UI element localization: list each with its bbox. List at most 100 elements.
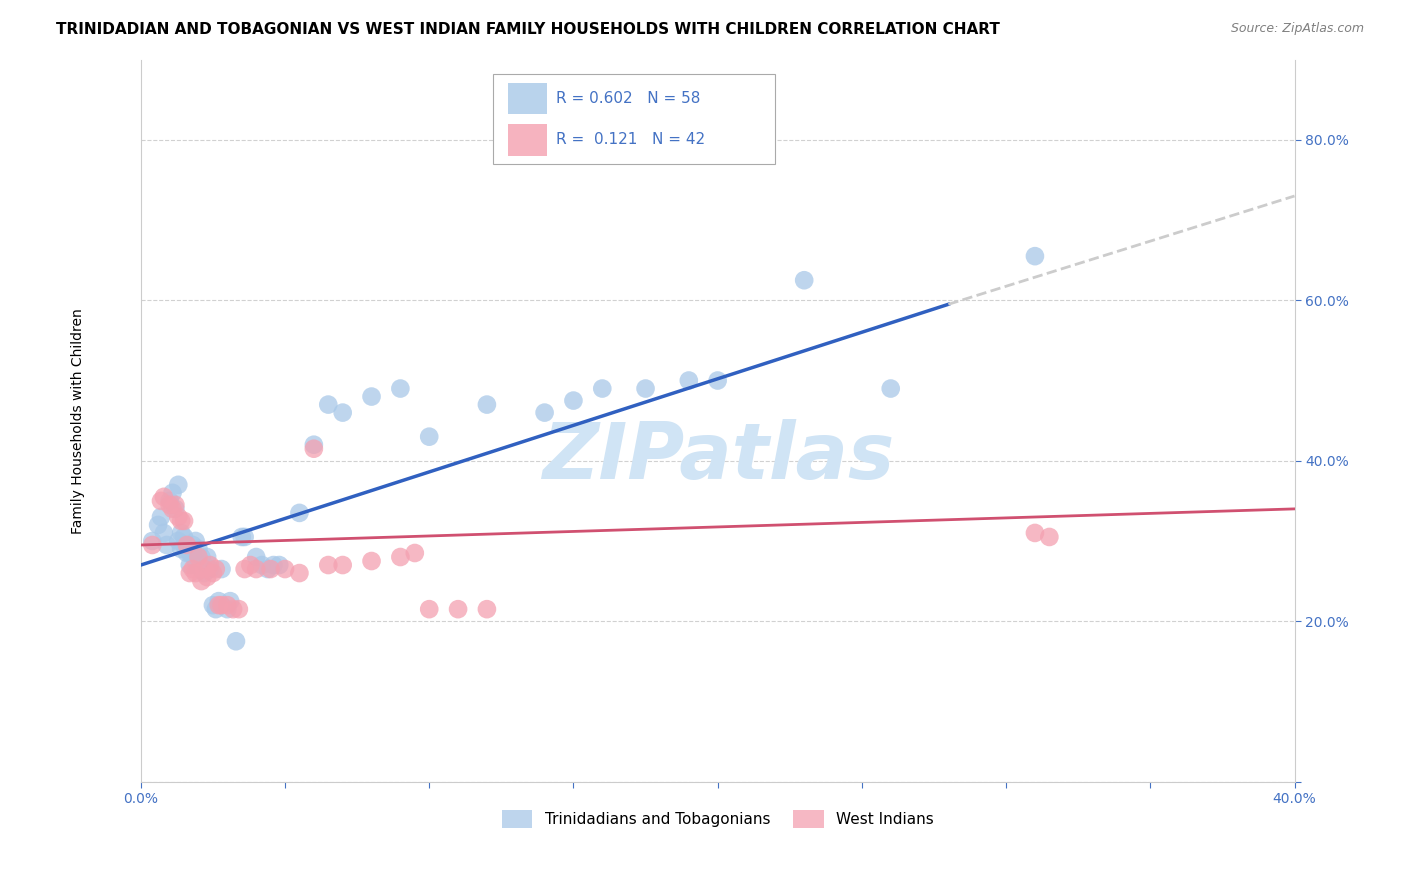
FancyBboxPatch shape	[508, 124, 547, 156]
Point	[389, 382, 412, 396]
Point	[332, 558, 354, 572]
Point	[239, 558, 262, 572]
Point	[269, 558, 291, 572]
Point	[156, 538, 179, 552]
Point	[211, 598, 233, 612]
Point	[793, 273, 815, 287]
Point	[245, 562, 267, 576]
Point	[204, 562, 226, 576]
Point	[591, 382, 613, 396]
Point	[179, 558, 201, 572]
Point	[562, 393, 585, 408]
Point	[302, 442, 325, 456]
Text: Source: ZipAtlas.com: Source: ZipAtlas.com	[1230, 22, 1364, 36]
Point	[201, 566, 224, 580]
Point	[187, 541, 209, 556]
Point	[222, 602, 245, 616]
Point	[274, 562, 297, 576]
Point	[173, 514, 195, 528]
Point	[162, 486, 184, 500]
Point	[475, 602, 498, 616]
Point	[316, 398, 339, 412]
Point	[263, 558, 285, 572]
Point	[288, 506, 311, 520]
Point	[187, 549, 209, 564]
Point	[159, 493, 181, 508]
Point	[198, 562, 221, 576]
Point	[880, 382, 903, 396]
Point	[204, 602, 226, 616]
Point	[302, 438, 325, 452]
FancyBboxPatch shape	[508, 83, 547, 114]
FancyBboxPatch shape	[492, 74, 775, 164]
Point	[1024, 249, 1046, 263]
Point	[193, 566, 215, 580]
Y-axis label: Family Households with Children: Family Households with Children	[72, 308, 86, 533]
Point	[170, 525, 193, 540]
Point	[162, 501, 184, 516]
Text: R = 0.602   N = 58: R = 0.602 N = 58	[557, 91, 700, 106]
Point	[176, 546, 198, 560]
Point	[418, 602, 440, 616]
Point	[389, 549, 412, 564]
Point	[211, 562, 233, 576]
Point	[184, 566, 207, 580]
Point	[184, 554, 207, 568]
Text: R =  0.121   N = 42: R = 0.121 N = 42	[557, 133, 706, 147]
Point	[316, 558, 339, 572]
Point	[228, 602, 250, 616]
Point	[173, 538, 195, 552]
Point	[195, 549, 218, 564]
Point	[167, 478, 190, 492]
Point	[225, 634, 247, 648]
Point	[360, 390, 382, 404]
Point	[332, 406, 354, 420]
Point	[170, 541, 193, 556]
Point	[159, 498, 181, 512]
Point	[170, 514, 193, 528]
Point	[1024, 525, 1046, 540]
Point	[217, 598, 239, 612]
Point	[165, 498, 187, 512]
Point	[418, 430, 440, 444]
Point	[149, 509, 172, 524]
Point	[217, 602, 239, 616]
Point	[195, 570, 218, 584]
Point	[198, 558, 221, 572]
Point	[208, 598, 231, 612]
Point	[167, 533, 190, 548]
Point	[179, 566, 201, 580]
Point	[190, 562, 212, 576]
Point	[146, 517, 169, 532]
Point	[141, 533, 163, 548]
Point	[475, 398, 498, 412]
Point	[165, 501, 187, 516]
Point	[678, 374, 700, 388]
Text: TRINIDADIAN AND TOBAGONIAN VS WEST INDIAN FAMILY HOUSEHOLDS WITH CHILDREN CORREL: TRINIDADIAN AND TOBAGONIAN VS WEST INDIA…	[56, 22, 1000, 37]
Point	[634, 382, 657, 396]
Point	[233, 530, 256, 544]
Point	[181, 562, 204, 576]
Point	[250, 558, 273, 572]
Point	[1038, 530, 1060, 544]
Point	[176, 538, 198, 552]
Point	[256, 562, 278, 576]
Point	[201, 598, 224, 612]
Point	[404, 546, 426, 560]
Point	[706, 374, 728, 388]
Point	[193, 562, 215, 576]
Text: ZIPatlas: ZIPatlas	[541, 418, 894, 495]
Point	[360, 554, 382, 568]
Point	[231, 530, 253, 544]
Point	[245, 549, 267, 564]
Point	[167, 509, 190, 524]
Point	[184, 533, 207, 548]
Point	[233, 562, 256, 576]
Point	[259, 562, 281, 576]
Point	[533, 406, 555, 420]
Point	[181, 538, 204, 552]
Point	[288, 566, 311, 580]
Point	[149, 493, 172, 508]
Point	[153, 525, 176, 540]
Point	[219, 594, 242, 608]
